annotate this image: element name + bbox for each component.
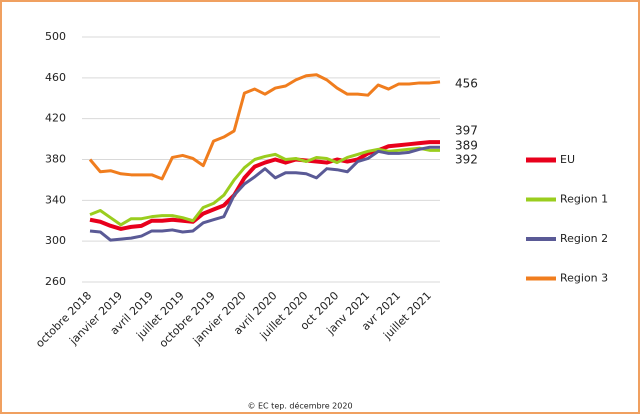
series-line	[89, 146, 440, 227]
y-tick-label: 420	[45, 112, 66, 125]
legend-label: Region 2	[560, 232, 608, 245]
y-tick-label: 500	[45, 30, 66, 43]
legend-label: EU	[560, 153, 575, 166]
end-label: 456	[455, 77, 478, 91]
y-tick-label: 260	[45, 275, 66, 288]
legend-label: Region 3	[560, 272, 608, 285]
end-label: 389	[455, 139, 478, 153]
y-tick-label: 460	[45, 71, 66, 84]
y-tick-label: 380	[45, 153, 66, 166]
footnote: © EC tep. décembre 2020	[247, 401, 352, 411]
series-line	[89, 145, 440, 242]
legend-label: Region 1	[560, 193, 608, 206]
end-label: 397	[455, 124, 478, 138]
end-label: 392	[455, 153, 478, 167]
y-tick-label: 340	[45, 193, 66, 206]
y-tick-label: 300	[45, 234, 66, 247]
series-line	[88, 73, 441, 181]
